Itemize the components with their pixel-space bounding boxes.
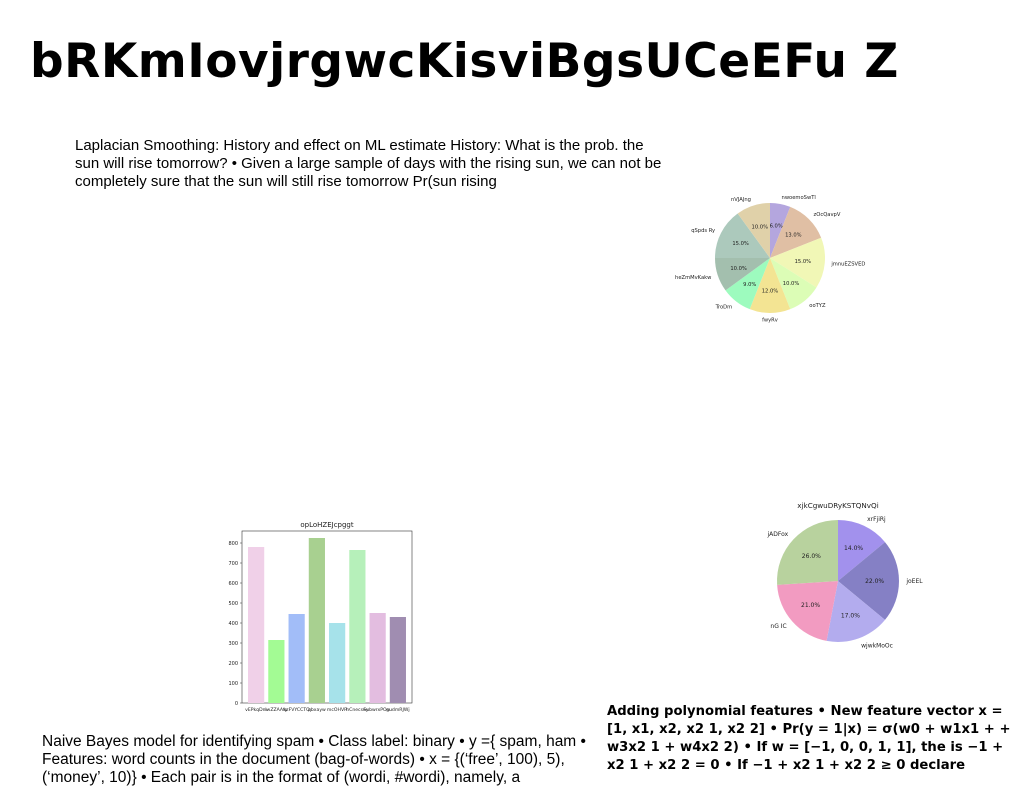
slide-title: bRKmIovjrgwcKisviBgsUCeEFu Z: [30, 34, 899, 89]
bar-bar: [288, 614, 305, 703]
pie1-category-label: heZmMvKakw: [675, 275, 712, 281]
bar-chart: opLoHZEJcpggt 0 100 200 300 400 500 600 700 800 vE…: [228, 521, 413, 713]
bar-ytick-label: 500: [228, 601, 238, 607]
bar-category-label: mcOHVR: [327, 707, 348, 713]
pie1-category-label: ooTYZ: [809, 303, 826, 309]
pie2-category-label: nG IC: [770, 623, 786, 630]
pie1-category-label: TroDm: [715, 304, 733, 310]
bar-bar: [268, 640, 285, 703]
polynomial-features-text: Adding polynomial features • New feature…: [607, 704, 1011, 773]
bar-title: opLoHZEJcpggt: [300, 521, 354, 529]
pie2-slice: [777, 581, 838, 641]
bar-ytick-label: 100: [228, 681, 238, 687]
pie1-value-label: 13.0%: [785, 232, 802, 238]
bar-bar: [349, 550, 366, 703]
bar-category-label: kzFVYCCTQ: [284, 707, 311, 713]
bar-category-label: hCnecsey: [346, 707, 369, 713]
bar-ytick-label: 200: [228, 661, 238, 667]
pie1-slice: [770, 206, 822, 258]
pie1-slice: [770, 258, 817, 310]
pie-chart-2: xjkCgwuDRyKSTQNvQi 14.0% xrFjiRj 22.0% joEEL…: [767, 501, 924, 649]
bar-bar: [369, 613, 386, 703]
pie2-value-label: 22.0%: [865, 578, 884, 585]
bar-bar: [308, 538, 325, 703]
bar-ytick-label: 0: [235, 701, 238, 707]
pie1-category-label: nwoemoSwTl: [782, 195, 816, 201]
pie2-slice: [776, 520, 838, 585]
pie2-value-label: 17.0%: [841, 612, 860, 619]
pie2-category-label: wjwkMoOc: [861, 642, 893, 649]
bar-category-label: SubwrxPOsu: [363, 707, 392, 713]
naive-bayes-text: Naive Bayes model for identifying spam •…: [42, 733, 586, 786]
pie2-title: xjkCgwuDRyKSTQNvQi: [797, 501, 878, 510]
pie1-slice: [737, 203, 770, 258]
pie1-value-label: 10.0%: [730, 266, 747, 272]
bar-ytick-label: 400: [228, 621, 238, 627]
bar-ytick-label: 300: [228, 641, 238, 647]
pie1-category-label: zOcQavpV: [814, 212, 841, 218]
bar-frame: [241, 530, 413, 704]
bar-ytick-label: 700: [228, 561, 238, 567]
pie1-category-label: fwyRv: [762, 317, 778, 323]
pie1-value-label: 9.0%: [743, 282, 756, 288]
pie1-slice: [715, 213, 770, 258]
bar-bar: [389, 617, 406, 703]
pie2-value-label: 26.0%: [802, 553, 821, 560]
pie1-slice: [715, 258, 770, 291]
bar-ytick-label: 800: [228, 541, 238, 547]
bar-category-label: gudmRJWj: [386, 707, 410, 713]
pie1-slice: [770, 203, 791, 258]
pie1-value-label: 10.0%: [783, 281, 800, 287]
bar-bar: [248, 547, 265, 703]
laplacian-smoothing-text: Laplacian Smoothing: History and effect …: [75, 137, 662, 190]
pie1-slice: [749, 258, 791, 314]
pie2-category-label: joEEL: [905, 578, 923, 585]
pie1-category-label: qSpds Ry: [691, 228, 715, 234]
pie1-slice: [725, 258, 770, 310]
pie2-value-label: 14.0%: [844, 545, 863, 552]
pie2-value-label: 21.0%: [801, 602, 820, 609]
bar-category-label: qbxayw: [308, 707, 326, 713]
bar-ytick-label: 600: [228, 581, 238, 587]
pie1-value-label: 15.0%: [795, 259, 812, 265]
pie1-category-label: nVJAJng: [731, 197, 751, 203]
bar-category-label: iwZZAAty: [265, 707, 287, 713]
bar-category-label: vEPkqDm: [245, 707, 268, 713]
pie2-category-label: jADFox: [767, 531, 789, 538]
pie1-slice: [770, 237, 826, 288]
bar-bar: [329, 623, 346, 703]
pie2-category-label: xrFjiRj: [867, 516, 886, 523]
pie1-value-label: 15.0%: [732, 241, 749, 247]
pie1-category-label: jmnuEZSVED: [830, 262, 865, 268]
pie2-slice: [838, 520, 885, 581]
pie-chart-1: 6.0% nwoemoSwTl 13.0% zOcQavpV 15.0% jmnuEZSV…: [675, 195, 865, 323]
pie1-value-label: 12.0%: [762, 289, 779, 295]
pie2-slice: [826, 581, 885, 642]
pie1-value-label: 10.0%: [752, 224, 769, 230]
pie2-slice: [838, 542, 899, 620]
pie1-value-label: 6.0%: [770, 223, 783, 229]
